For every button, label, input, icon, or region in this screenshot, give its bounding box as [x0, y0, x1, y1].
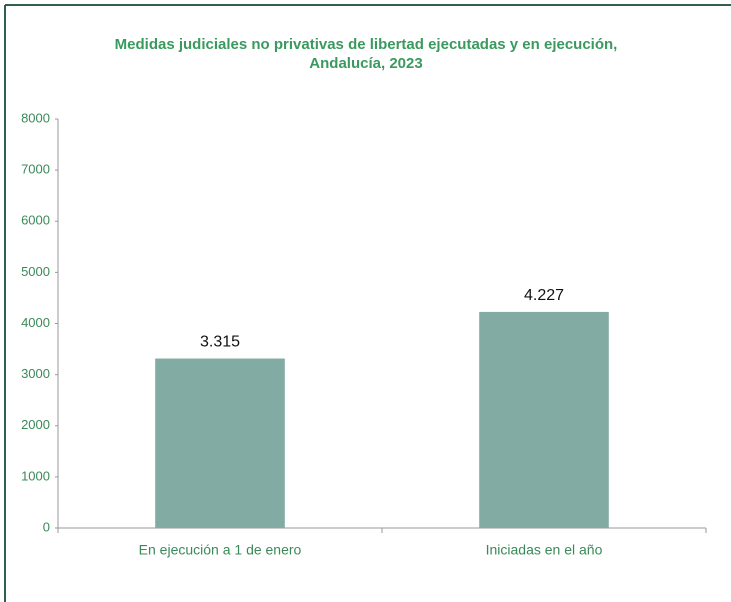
chart-title: Medidas judiciales no privativas de libe… [115, 36, 618, 53]
y-tick-label: 1000 [21, 468, 50, 483]
value-label: 4.227 [524, 287, 564, 304]
y-tick-label: 7000 [21, 162, 50, 177]
y-tick-label: 4000 [21, 315, 50, 330]
bar [479, 311, 609, 528]
y-tick-label: 3000 [21, 366, 50, 381]
y-tick-label: 5000 [21, 264, 50, 279]
y-tick-label: 8000 [21, 110, 50, 125]
y-tick-label: 0 [43, 519, 50, 534]
value-label: 3.315 [200, 334, 240, 351]
y-tick-label: 2000 [21, 417, 50, 432]
x-tick-label: En ejecución a 1 de enero [139, 542, 302, 558]
bar [155, 358, 285, 528]
chart-title: Andalucía, 2023 [309, 55, 422, 72]
x-tick-label: Iniciadas en el año [486, 542, 603, 558]
y-tick-label: 6000 [21, 213, 50, 228]
